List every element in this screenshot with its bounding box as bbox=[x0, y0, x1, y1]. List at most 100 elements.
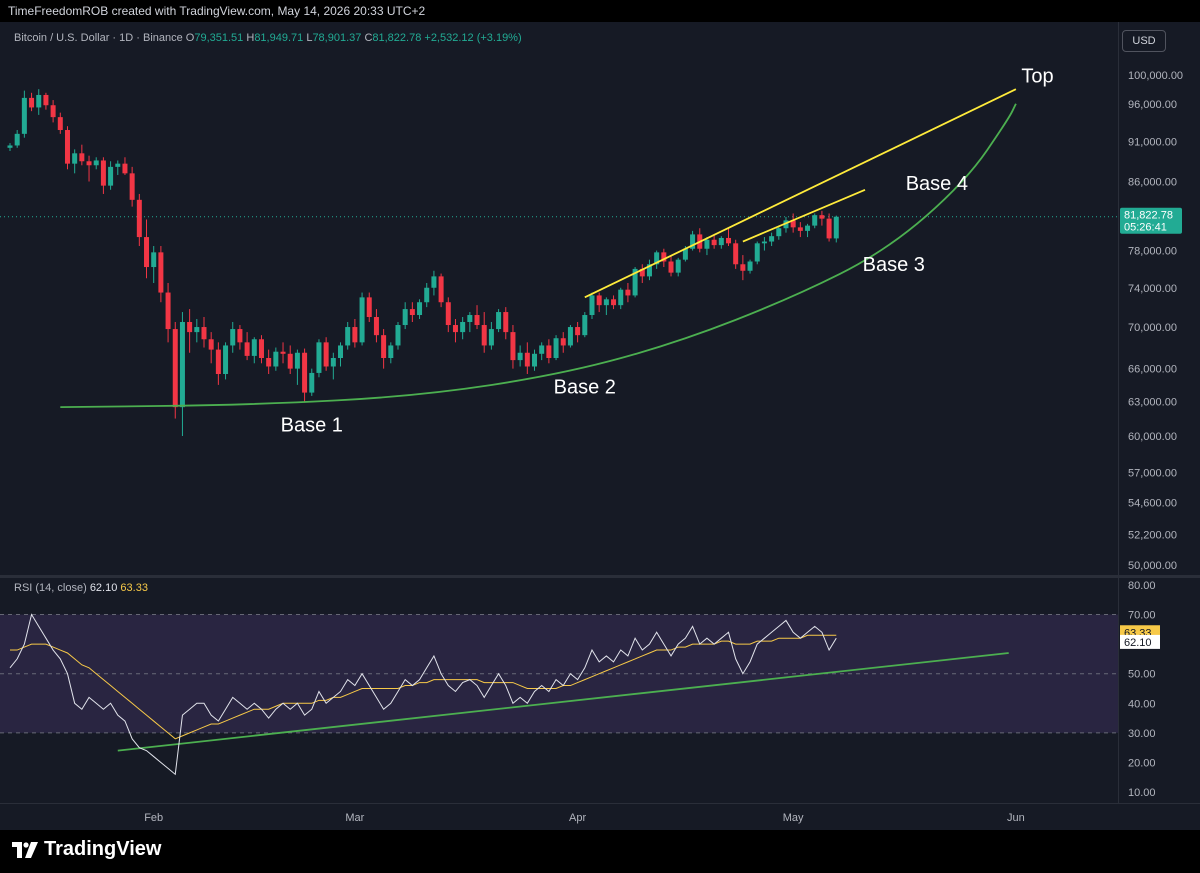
price-tick-label: 74,000.00 bbox=[1128, 283, 1177, 295]
candle-body bbox=[86, 161, 92, 166]
candle-body bbox=[438, 276, 444, 303]
candle-body bbox=[682, 248, 688, 260]
candle-body bbox=[553, 338, 559, 359]
candle-body bbox=[718, 237, 724, 246]
candle-body bbox=[64, 130, 70, 164]
candle-body bbox=[675, 259, 681, 273]
chart-canvas[interactable]: 100,000.00 96,000.00 91,000.00 86,000.00 78,… bbox=[0, 22, 1200, 830]
close-value: 81,822.78 bbox=[372, 32, 422, 44]
candle-body bbox=[409, 309, 415, 316]
last-price-label: 81,822.78 bbox=[1124, 210, 1173, 222]
attribution-text: TimeFreedomROB created with TradingView.… bbox=[8, 4, 426, 18]
annotation-base-2: Base 2 bbox=[554, 377, 616, 399]
rsi-tick-label: 40.00 bbox=[1128, 698, 1156, 710]
candle-body bbox=[151, 252, 157, 268]
rsi-legend: RSI (14, close) 62.10 63.33 bbox=[14, 582, 148, 594]
candle-body bbox=[57, 117, 63, 131]
rsi-band bbox=[0, 614, 1118, 733]
tradingview-logo-icon bbox=[12, 841, 38, 858]
candle-body bbox=[546, 345, 552, 359]
candle-body bbox=[43, 94, 49, 106]
change-value: +2,532.12 (+3.19%) bbox=[424, 32, 522, 44]
resistance-trendline bbox=[742, 188, 866, 243]
candle-body bbox=[467, 315, 473, 323]
price-tick-label: 50,000.00 bbox=[1128, 560, 1177, 572]
candle-body bbox=[747, 261, 753, 271]
candle-body bbox=[776, 228, 782, 237]
currency-button[interactable]: USD bbox=[1122, 30, 1166, 52]
candle-body bbox=[812, 215, 818, 226]
candle-body bbox=[646, 264, 652, 277]
footer-bar: TradingView bbox=[0, 830, 1200, 873]
candle-body bbox=[144, 237, 150, 268]
candle-body bbox=[280, 351, 286, 354]
pane-separator bbox=[0, 575, 1200, 578]
resistance-trendline bbox=[584, 88, 1017, 299]
candle-body bbox=[532, 353, 538, 367]
candle-body bbox=[309, 372, 315, 393]
candle-body bbox=[805, 225, 811, 231]
candle-body bbox=[488, 329, 494, 346]
candle-body bbox=[201, 327, 207, 340]
candle-body bbox=[603, 299, 609, 306]
candle-body bbox=[338, 345, 344, 359]
candle-body bbox=[567, 327, 573, 346]
candle-body bbox=[388, 345, 394, 359]
candle-body bbox=[21, 97, 27, 134]
tradingview-logo[interactable]: TradingView bbox=[12, 838, 161, 861]
candle-body bbox=[187, 322, 193, 333]
candle-body bbox=[230, 329, 236, 346]
candle-body bbox=[661, 252, 667, 262]
price-tick-label: 54,600.00 bbox=[1128, 498, 1177, 510]
candle-body bbox=[244, 342, 250, 356]
candle-body bbox=[783, 220, 789, 229]
candle-body bbox=[72, 153, 78, 164]
rsi-line bbox=[9, 613, 837, 776]
time-tick-label: Jun bbox=[1007, 812, 1025, 824]
candle-body bbox=[611, 299, 617, 306]
rsi-tick-label: 10.00 bbox=[1128, 787, 1156, 799]
candle-body bbox=[819, 215, 825, 219]
candle-body bbox=[373, 317, 379, 336]
base-support-curve bbox=[60, 103, 1017, 409]
candle-body bbox=[50, 105, 56, 118]
candle-body bbox=[215, 349, 221, 375]
candle-body bbox=[754, 243, 760, 262]
price-tick-label: 86,000.00 bbox=[1128, 177, 1177, 189]
candle-body bbox=[93, 160, 99, 166]
candle-body bbox=[424, 287, 430, 303]
price-tick-label: 57,000.00 bbox=[1128, 467, 1177, 479]
countdown-label: 05:26:41 bbox=[1124, 222, 1167, 234]
symbol-legend: Bitcoin / U.S. Dollar · 1D · Binance O79… bbox=[14, 32, 522, 44]
candle-body bbox=[826, 218, 832, 239]
candle-body bbox=[366, 297, 372, 318]
candle-body bbox=[668, 261, 674, 273]
candle-body bbox=[589, 295, 595, 316]
candle-body bbox=[711, 239, 717, 246]
candle-body bbox=[194, 327, 200, 333]
open-label: O bbox=[185, 32, 195, 44]
time-axis-border bbox=[0, 803, 1200, 804]
price-tick-label: 78,000.00 bbox=[1128, 246, 1177, 258]
annotation-base-4: Base 4 bbox=[906, 173, 968, 195]
low-label: L bbox=[306, 32, 313, 44]
candle-body bbox=[381, 335, 387, 359]
candle-body bbox=[294, 352, 300, 369]
price-tick-label: 70,000.00 bbox=[1128, 322, 1177, 334]
candle-body bbox=[179, 322, 185, 408]
candle-body bbox=[345, 327, 351, 346]
candle-body bbox=[431, 276, 437, 288]
candle-body bbox=[690, 234, 696, 249]
chart-frame[interactable]: 100,000.00 96,000.00 91,000.00 86,000.00 78,… bbox=[0, 22, 1200, 830]
candle-body bbox=[417, 302, 423, 316]
high-label: H bbox=[246, 32, 255, 44]
time-tick-label: May bbox=[783, 812, 804, 824]
candle-body bbox=[833, 216, 839, 239]
rsi-tick-label: 30.00 bbox=[1128, 728, 1156, 740]
candle-body bbox=[302, 352, 308, 393]
candle-body bbox=[79, 153, 85, 162]
candle-body bbox=[503, 312, 509, 333]
candle-body bbox=[287, 353, 293, 369]
price-tick-label: 52,200.00 bbox=[1128, 529, 1177, 541]
candle-body bbox=[575, 327, 581, 336]
